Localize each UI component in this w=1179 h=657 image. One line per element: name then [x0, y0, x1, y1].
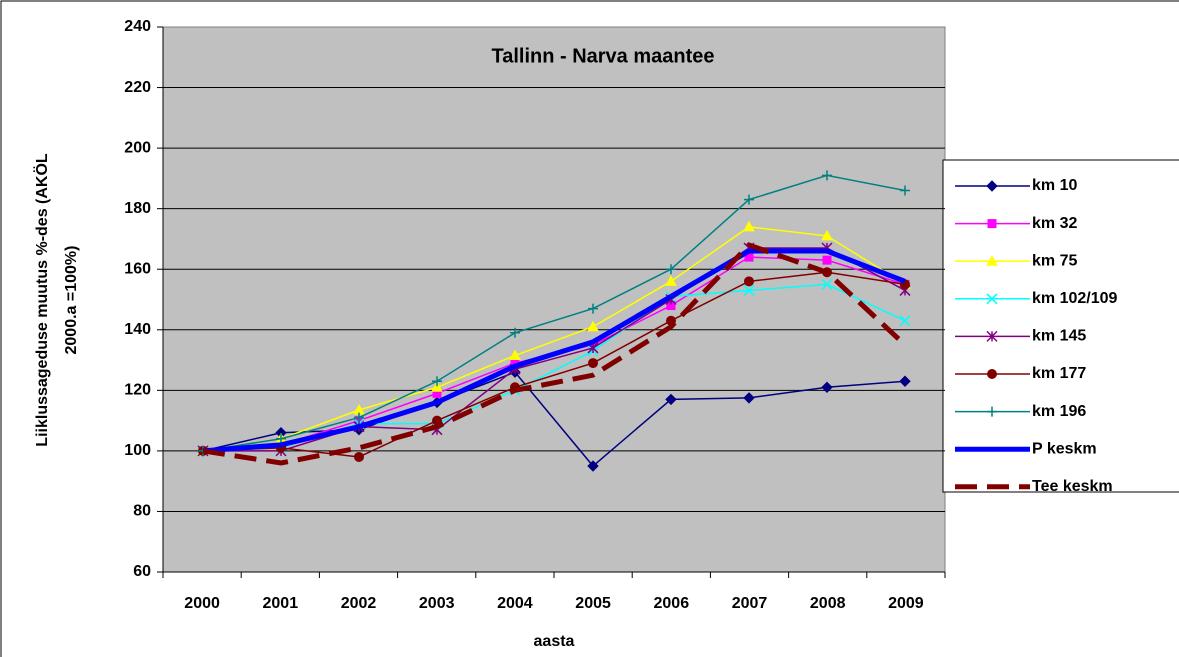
- marker: [821, 278, 833, 290]
- x-tick-label: 2002: [341, 595, 377, 612]
- series-line: [202, 371, 906, 468]
- legend-label: km 145: [1032, 328, 1086, 345]
- marker: [899, 315, 911, 327]
- y-tick-label: 200: [124, 139, 151, 156]
- series-line: [202, 174, 906, 452]
- marker: [821, 229, 833, 241]
- marker: [743, 392, 755, 404]
- series-line: [203, 247, 906, 452]
- marker: [510, 327, 520, 338]
- legend-label: km 102/109: [1032, 290, 1118, 307]
- x-tick-label: 2009: [888, 595, 924, 612]
- marker: [666, 264, 676, 275]
- marker: [744, 276, 754, 287]
- y-tick-label: 160: [124, 260, 151, 277]
- marker: [743, 284, 755, 296]
- marker: [588, 358, 598, 369]
- marker: [987, 219, 997, 229]
- y-tick-label: 140: [124, 321, 151, 338]
- series-line: [202, 242, 907, 466]
- marker: [744, 194, 754, 205]
- marker: [899, 375, 911, 387]
- marker: [276, 433, 286, 444]
- x-tick-label: 2007: [732, 595, 768, 612]
- chart-title: Tallinn - Narva maantee: [491, 45, 714, 67]
- marker: [987, 369, 997, 379]
- x-tick-label: 2000: [184, 595, 220, 612]
- plot-area: [162, 26, 946, 573]
- legend-box: [942, 159, 1179, 493]
- legend-label: P keskm: [1032, 440, 1097, 457]
- x-tick-label: 2003: [419, 595, 455, 612]
- y-tick-label: 240: [124, 18, 151, 35]
- legend-label: km 75: [1032, 252, 1077, 269]
- legend-label: km 10: [1032, 177, 1077, 194]
- legend-label: Tee keskm: [1032, 478, 1113, 495]
- y-tick-label: 220: [124, 79, 151, 96]
- marker: [432, 376, 442, 387]
- marker: [665, 275, 677, 286]
- marker: [822, 255, 832, 265]
- marker: [587, 460, 599, 472]
- marker: [354, 451, 364, 462]
- x-axis-label: aasta: [534, 633, 575, 650]
- marker: [900, 185, 910, 196]
- marker: [986, 293, 998, 305]
- y-tick-label: 180: [124, 200, 151, 217]
- marker: [354, 412, 364, 423]
- x-tick-label: 2006: [654, 595, 690, 612]
- y-tick-label: 80: [133, 503, 151, 520]
- y-tick-label: 120: [124, 382, 151, 399]
- y-axis-label: 2000.a =100%): [63, 246, 80, 355]
- series-line: [202, 271, 906, 458]
- series-line: [202, 226, 906, 452]
- y-axis-label: Liiklussageduse muutus %-des (AKÖL: [32, 153, 51, 447]
- marker: [986, 255, 998, 266]
- legend-label: km 32: [1032, 215, 1077, 232]
- marker: [431, 381, 443, 392]
- marker: [987, 406, 997, 417]
- marker: [587, 320, 599, 332]
- x-tick-label: 2001: [263, 595, 299, 612]
- legend-label: km 177: [1032, 365, 1086, 382]
- legend-label: km 196: [1032, 403, 1086, 420]
- marker: [743, 220, 755, 232]
- marker: [822, 170, 832, 181]
- marker: [821, 381, 833, 394]
- series-line: [202, 248, 906, 454]
- marker: [588, 303, 598, 314]
- marker: [986, 330, 998, 342]
- x-tick-label: 2008: [810, 595, 846, 612]
- y-tick-label: 60: [133, 563, 151, 580]
- marker: [665, 393, 677, 406]
- x-tick-label: 2004: [497, 595, 533, 612]
- marker: [986, 180, 998, 192]
- y-tick-label: 100: [124, 442, 151, 459]
- x-tick-label: 2005: [575, 595, 611, 612]
- marker: [509, 349, 521, 361]
